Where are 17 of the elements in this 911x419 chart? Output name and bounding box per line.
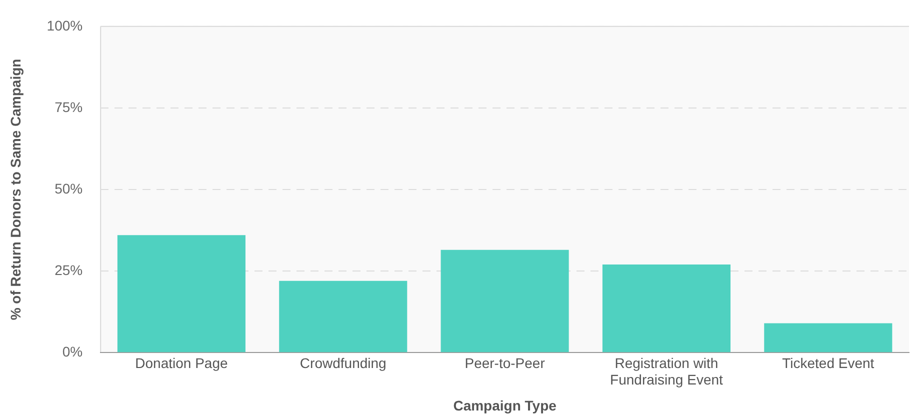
y-tick-label: 75% [54, 98, 83, 115]
x-tick-label: Donation Page [135, 354, 228, 371]
bar [117, 235, 246, 352]
bar [602, 264, 731, 352]
y-tick-label: 0% [62, 343, 83, 360]
x-tick-label: Ticketed Event [782, 354, 874, 371]
x-tick-label: Crowdfunding [300, 354, 386, 371]
bar [440, 250, 569, 352]
y-axis-title: % of Return Donors to Same Campaign [7, 58, 24, 320]
bar [279, 280, 408, 352]
y-tick-label: 100% [46, 17, 83, 34]
y-tick-label: 25% [54, 262, 83, 278]
bar [764, 323, 892, 352]
y-tick-label: 50% [54, 180, 83, 196]
x-tick-label: Peer-to-Peer [464, 354, 546, 371]
x-axis-title: Campaign Type [453, 397, 557, 414]
x-tick-label: Registration with Fundraising Event [610, 354, 724, 388]
